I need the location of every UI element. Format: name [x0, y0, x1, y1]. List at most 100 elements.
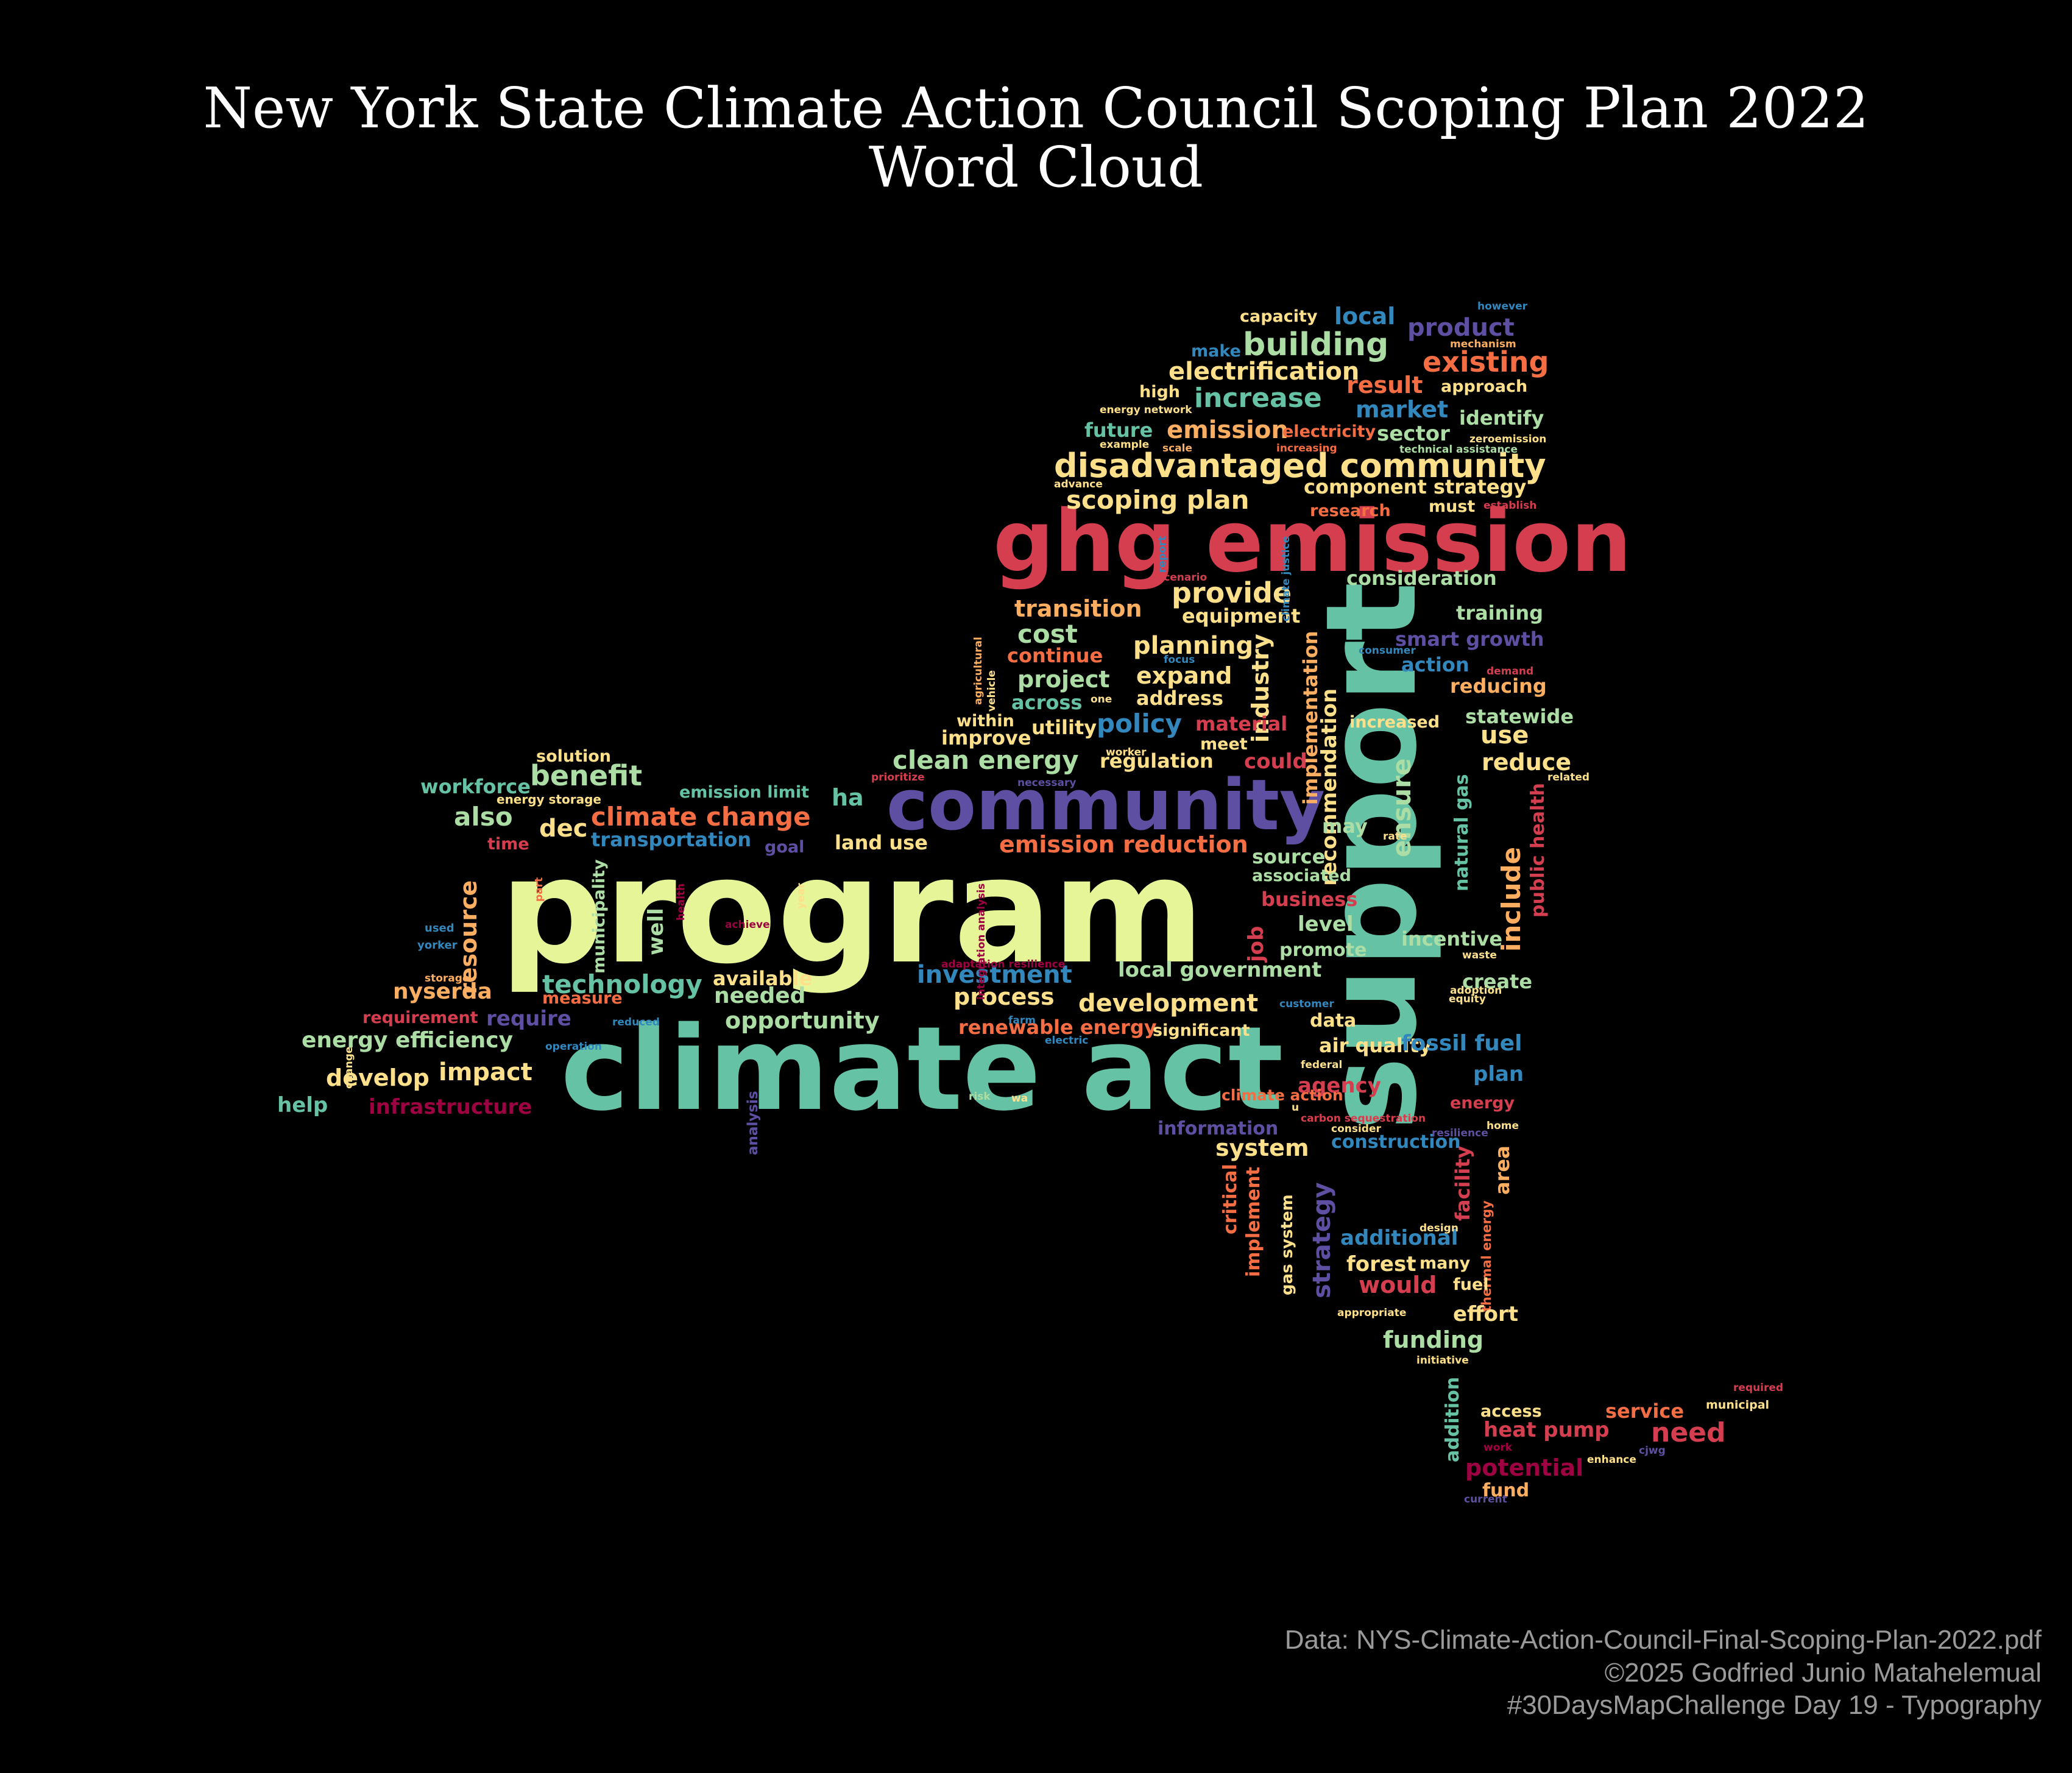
- word-worker: worker: [1106, 746, 1147, 759]
- word-high: high: [1139, 383, 1181, 402]
- word-implement: implement: [1243, 1167, 1264, 1277]
- word-plan: plan: [1473, 1062, 1524, 1086]
- word-electric: electric: [1045, 1035, 1089, 1047]
- word-approach: approach: [1441, 377, 1528, 396]
- word-solution: solution: [536, 747, 612, 766]
- word-provide: provide: [1172, 576, 1292, 609]
- word-additional: additional: [1340, 1226, 1459, 1250]
- word-related: related: [1547, 771, 1590, 784]
- word-effort: effort: [1453, 1302, 1518, 1326]
- word-year: year: [795, 883, 807, 909]
- word-emission-reduction: emission reduction: [999, 831, 1248, 858]
- word-vehicle: vehicle: [986, 670, 998, 712]
- word-report: report: [1156, 536, 1169, 573]
- word-infrastructure: infrastructure: [369, 1095, 532, 1119]
- word-fossil-fuel: fossil fuel: [1401, 1031, 1522, 1056]
- chart-title: New York State Climate Action Council Sc…: [0, 79, 2072, 197]
- word-increasing: increasing: [1276, 442, 1337, 455]
- word-regulation: regulation: [1100, 749, 1214, 773]
- word-smart-growth: smart growth: [1395, 628, 1544, 651]
- word-air-quality: air quality: [1319, 1034, 1432, 1057]
- data-source-note: Data: NYS-Climate-Action-Council-Final-S…: [1284, 1625, 2042, 1655]
- word-emission: emission: [1167, 416, 1289, 444]
- word-gas-system: gas system: [1278, 1194, 1296, 1295]
- word-agency: agency: [1298, 1074, 1381, 1098]
- word-local: local: [1334, 303, 1396, 330]
- word-create: create: [1462, 970, 1533, 993]
- word-municipality: municipality: [590, 859, 609, 974]
- word-emission-limit: emission limit: [679, 783, 810, 802]
- word-appropriate: appropriate: [1337, 1307, 1407, 1319]
- word-advance: advance: [1054, 478, 1103, 490]
- word-workforce: workforce: [420, 775, 531, 798]
- word-market: market: [1356, 396, 1449, 423]
- challenge-tag: #30DaysMapChallenge Day 19 - Typography: [1507, 1690, 2042, 1721]
- word-result: result: [1346, 372, 1423, 398]
- word-agricultural: agricultural: [972, 637, 985, 705]
- word-local-government: local government: [1118, 958, 1322, 982]
- word-heat-pump: heat pump: [1483, 1418, 1610, 1442]
- word-nyserda: nyserda: [393, 979, 492, 1004]
- word-work: work: [1483, 1442, 1513, 1454]
- word-service: service: [1605, 1400, 1685, 1423]
- title-line-1: New York State Climate Action Council Sc…: [203, 76, 1869, 141]
- word-prioritize: prioritize: [871, 771, 925, 784]
- word-adoption: adoption: [1450, 985, 1502, 997]
- word-one: one: [1091, 693, 1112, 706]
- word-integration-analysis: integration analysis: [975, 883, 988, 1000]
- word-well: well: [644, 908, 668, 955]
- word-natural-gas: natural gas: [1451, 774, 1473, 891]
- word-increase: increase: [1194, 383, 1322, 414]
- word-example: example: [1100, 439, 1150, 451]
- word-system: system: [1215, 1134, 1309, 1161]
- copyright-note: ©2025 Godfried Junio Matahelemual: [1604, 1657, 2042, 1688]
- word-clean-energy: clean energy: [893, 745, 1079, 775]
- word-opportunity: opportunity: [725, 1007, 880, 1034]
- word-capacity: capacity: [1240, 307, 1318, 326]
- word-training: training: [1456, 601, 1544, 625]
- word-research: research: [1310, 501, 1391, 520]
- word-time: time: [487, 835, 529, 854]
- word-within: within: [956, 712, 1014, 731]
- credits: Data: NYS-Climate-Action-Council-Final-S…: [1285, 1624, 2042, 1722]
- word-measure: measure: [542, 989, 623, 1008]
- word-scale: scale: [1162, 442, 1193, 455]
- word-job: job: [1244, 925, 1268, 962]
- word-include: include: [1496, 846, 1526, 952]
- word-carbon-sequestration: carbon sequestration: [1301, 1113, 1426, 1125]
- word-policy: policy: [1097, 709, 1182, 738]
- word-current: current: [1464, 1493, 1507, 1506]
- word-yorker: yorker: [417, 939, 458, 952]
- word-zeroemission: zeroemission: [1469, 433, 1547, 445]
- word-energy-network: energy network: [1100, 404, 1192, 416]
- word-component-strategy: component strategy: [1304, 475, 1527, 498]
- word-available: available: [713, 967, 813, 990]
- title-line-2: Word Cloud: [868, 134, 1204, 200]
- word-goal: goal: [765, 838, 805, 857]
- word-must: must: [1429, 497, 1476, 516]
- word-thermal-energy: thermal energy: [1479, 1200, 1494, 1312]
- word-business: business: [1261, 888, 1358, 911]
- word-used: used: [425, 922, 454, 935]
- word-mechanism: mechanism: [1450, 338, 1516, 350]
- word-however: however: [1477, 300, 1528, 313]
- word-municipal: municipal: [1706, 1398, 1770, 1412]
- word-necessary: necessary: [1017, 777, 1077, 789]
- word-fund: fund: [1482, 1480, 1530, 1501]
- word-electrification: electrification: [1169, 358, 1360, 386]
- word-material: material: [1195, 712, 1288, 735]
- word-identify: identify: [1459, 406, 1544, 430]
- word-u: u: [1292, 1102, 1299, 1114]
- word-initiative: initiative: [1416, 1354, 1469, 1367]
- word-land-use: land use: [835, 831, 928, 854]
- word-area: area: [1491, 1145, 1514, 1195]
- word-would: would: [1359, 1272, 1437, 1298]
- word-fuel: fuel: [1453, 1275, 1489, 1294]
- word-operation: operation: [545, 1041, 602, 1053]
- word-cost: cost: [1017, 619, 1078, 649]
- word-reducing: reducing: [1450, 674, 1547, 698]
- word-project: project: [1017, 666, 1110, 693]
- word-meet: meet: [1200, 735, 1248, 754]
- word-equipment: equipment: [1182, 604, 1301, 628]
- word-potential: potential: [1465, 1454, 1584, 1481]
